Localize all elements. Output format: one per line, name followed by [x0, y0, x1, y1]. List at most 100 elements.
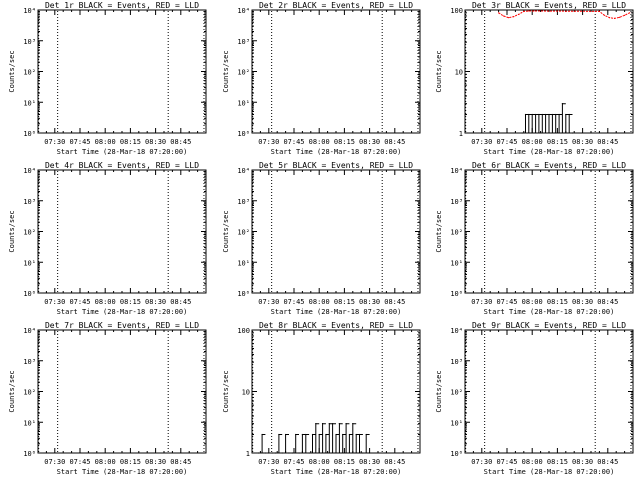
y-tick-label: 10⁰ [23, 290, 36, 298]
x-tick-label: 08:00 [522, 138, 543, 146]
events-data-point [541, 113, 543, 116]
y-tick-label: 10¹ [450, 419, 463, 427]
x-tick-label: 08:00 [522, 298, 543, 306]
events-data-point [328, 423, 330, 425]
events-data-point [568, 113, 570, 116]
y-tick-label: 10⁰ [23, 450, 36, 458]
x-tick-label: 07:30 [258, 298, 279, 306]
y-axis-label: Counts/sec [8, 50, 16, 92]
events-data-point [301, 433, 303, 436]
events-data-point [291, 452, 293, 454]
events-data-point [298, 452, 300, 454]
y-axis-label: Counts/sec [8, 370, 16, 412]
x-tick-label: 08:15 [120, 138, 141, 146]
x-axis-label: Start Time (28-Mar-18 07:20:00) [271, 308, 402, 316]
y-axis-label: Counts/sec [435, 50, 443, 92]
x-tick-label: 08:15 [547, 458, 568, 466]
x-tick-label: 07:45 [69, 138, 90, 146]
x-tick-label: 07:30 [471, 458, 492, 466]
x-axis-label: Start Time (28-Mar-18 07:20:00) [484, 308, 615, 316]
events-data-point [565, 113, 567, 116]
panel-title: Det 4r BLACK = Events, RED = LLD [45, 161, 199, 170]
events-data-point [551, 113, 553, 116]
lld-data-point [624, 14, 626, 16]
panel-title: Det 9r BLACK = Events, RED = LLD [472, 321, 626, 330]
y-tick-label: 10⁰ [23, 130, 36, 138]
y-tick-label: 10¹ [23, 99, 36, 107]
x-tick-label: 08:30 [145, 298, 166, 306]
lld-data-point [523, 10, 525, 12]
lld-data-point [608, 17, 611, 19]
x-tick-label: 08:00 [309, 298, 330, 306]
x-tick-label: 07:30 [44, 458, 65, 466]
y-tick-label: 10² [23, 69, 36, 77]
x-tick-label: 08:15 [547, 298, 568, 306]
y-tick-label: 10⁴ [23, 7, 36, 15]
y-tick-label: 10² [237, 229, 250, 237]
lld-series-line [498, 10, 630, 19]
events-data-point [295, 433, 297, 436]
events-data-point [365, 433, 367, 436]
y-tick-label: 10 [455, 69, 463, 77]
y-tick-label: 10⁴ [450, 327, 463, 335]
x-tick-label: 07:30 [44, 298, 65, 306]
x-tick-label: 08:15 [334, 138, 355, 146]
lld-data-point [613, 17, 616, 20]
x-tick-label: 07:45 [496, 458, 517, 466]
events-data-point [571, 132, 574, 134]
x-tick-label: 07:45 [496, 138, 517, 146]
x-tick-label: 08:00 [522, 458, 543, 466]
y-tick-label: 10³ [23, 38, 36, 46]
x-tick-label: 08:00 [309, 458, 330, 466]
events-data-point [305, 433, 307, 436]
y-axis-label: Counts/sec [222, 370, 230, 412]
y-tick-label: 10¹ [237, 259, 250, 267]
events-series-line [258, 423, 370, 454]
y-tick-label: 10⁴ [23, 327, 36, 335]
events-data-point [311, 433, 314, 436]
events-data-point [531, 113, 533, 116]
panel-2: Det 2r BLACK = Events, RED = LLD 10⁰ 10¹ 10… [222, 1, 421, 156]
y-tick-label: 10¹ [23, 419, 36, 427]
x-axis-label: Start Time (28-Mar-18 07:20:00) [484, 468, 615, 476]
events-data-point [318, 433, 320, 436]
x-tick-label: 08:45 [384, 138, 405, 146]
events-data-point [278, 433, 280, 436]
x-tick-label: 07:30 [471, 138, 492, 146]
y-tick-label: 10³ [23, 198, 36, 206]
events-data-point [538, 113, 540, 116]
x-tick-label: 08:15 [547, 138, 568, 146]
events-data-point [362, 452, 364, 454]
events-data-point [325, 433, 327, 436]
events-data-point [332, 423, 334, 425]
events-series-line [522, 103, 573, 134]
x-tick-label: 08:00 [95, 458, 116, 466]
events-data-point [342, 433, 344, 436]
x-tick-label: 08:15 [334, 458, 355, 466]
lld-data-point [533, 10, 535, 12]
panel-6: Det 6r BLACK = Events, RED = LLD 10⁰ 10¹ 10… [435, 161, 634, 316]
x-tick-label: 08:45 [597, 298, 618, 306]
lld-data-point [618, 16, 621, 18]
y-tick-label: 10² [450, 389, 463, 397]
x-tick-label: 08:45 [170, 458, 191, 466]
y-tick-label: 10⁰ [237, 130, 250, 138]
events-data-point [338, 423, 340, 425]
plot-frame [464, 329, 634, 454]
x-tick-label: 08:30 [145, 458, 166, 466]
x-tick-label: 08:30 [572, 298, 593, 306]
y-tick-label: 10³ [450, 358, 463, 366]
y-axis-label: Counts/sec [435, 370, 443, 412]
events-data-point [308, 452, 310, 454]
x-tick-label: 08:15 [334, 298, 355, 306]
panel-title: Det 3r BLACK = Events, RED = LLD [472, 1, 626, 10]
y-tick-label: 10⁴ [23, 167, 36, 175]
x-tick-label: 08:45 [597, 138, 618, 146]
y-tick-label: 10² [23, 389, 36, 397]
events-data-point [358, 433, 361, 436]
x-axis-label: Start Time (28-Mar-18 07:20:00) [484, 148, 615, 156]
y-tick-label: 10⁴ [237, 167, 250, 175]
x-axis-label: Start Time (28-Mar-18 07:20:00) [271, 148, 402, 156]
y-axis-label: Counts/sec [222, 210, 230, 252]
